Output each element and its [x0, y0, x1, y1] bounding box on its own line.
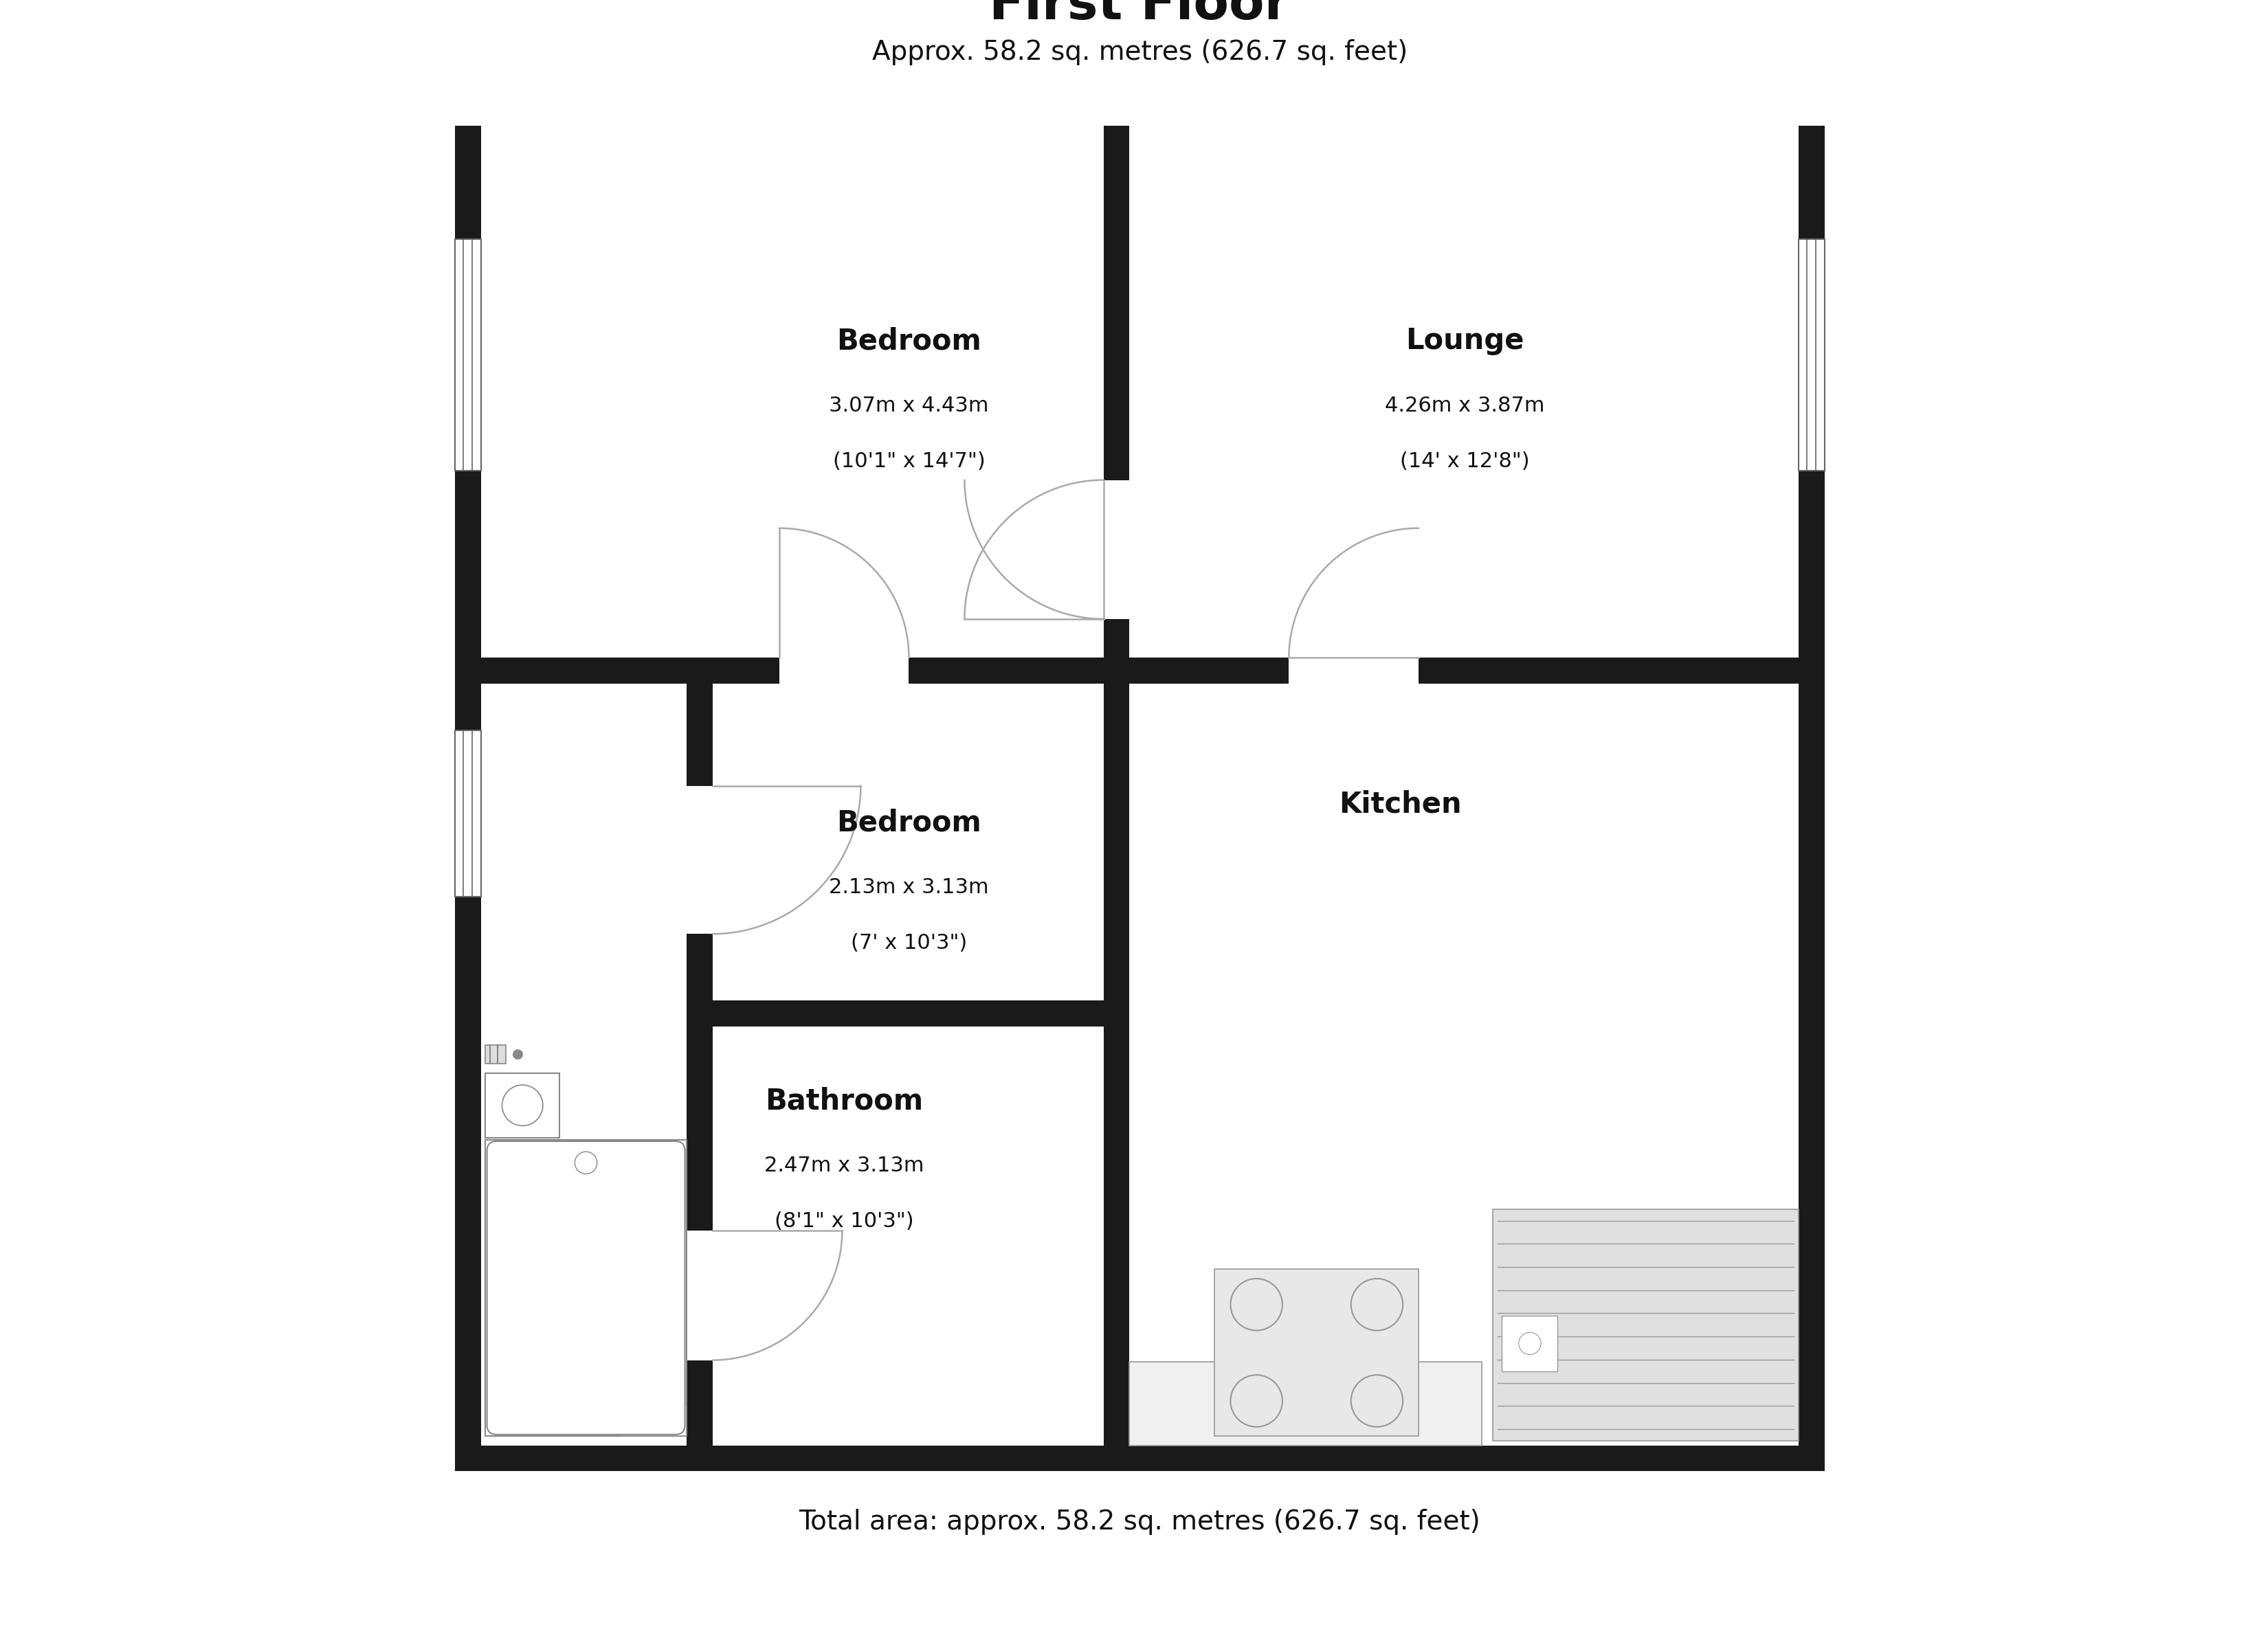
Bar	[1105, 480, 1129, 618]
Text: Bedroom: Bedroom	[837, 327, 982, 356]
Text: Approx. 58.2 sq. metres (626.7 sq. feet): Approx. 58.2 sq. metres (626.7 sq. feet)	[871, 40, 1408, 66]
Bar	[687, 785, 712, 933]
Bar	[456, 239, 481, 470]
Bar	[780, 658, 909, 684]
Text: Lounge: Lounge	[1406, 327, 1524, 356]
Circle shape	[1232, 1278, 1281, 1331]
Bar	[1129, 1362, 1481, 1446]
Bar	[485, 1073, 560, 1138]
Text: Total area: approx. 58.2 sq. metres (626.7 sq. feet): Total area: approx. 58.2 sq. metres (626…	[798, 1509, 1481, 1535]
Bar	[1799, 74, 1823, 1471]
Text: First Floor: First Floor	[989, 0, 1290, 30]
Text: Bathroom: Bathroom	[764, 1087, 923, 1115]
Bar	[1799, 239, 1823, 470]
Bar	[485, 1139, 687, 1436]
Text: Kitchen: Kitchen	[1338, 790, 1461, 818]
Circle shape	[1352, 1375, 1404, 1426]
Bar	[456, 731, 481, 897]
FancyBboxPatch shape	[488, 1141, 685, 1435]
Bar	[456, 239, 481, 470]
Circle shape	[513, 1050, 522, 1059]
Bar	[1216, 1270, 1418, 1436]
Text: (10'1" x 14'7"): (10'1" x 14'7")	[832, 452, 984, 472]
Text: 2.13m x 3.13m: 2.13m x 3.13m	[830, 877, 989, 897]
Circle shape	[1352, 1278, 1404, 1331]
Bar	[1105, 74, 1129, 1471]
Bar	[485, 1045, 506, 1064]
Text: 3.07m x 4.43m: 3.07m x 4.43m	[830, 396, 989, 416]
Bar	[456, 731, 481, 897]
Bar	[1129, 658, 1799, 684]
Circle shape	[574, 1151, 596, 1174]
Text: (7' x 10'3"): (7' x 10'3")	[850, 933, 966, 953]
Text: 2.47m x 3.13m: 2.47m x 3.13m	[764, 1156, 923, 1176]
Bar	[687, 1230, 712, 1360]
Ellipse shape	[626, 1318, 683, 1397]
Bar	[621, 1403, 687, 1436]
Circle shape	[501, 1085, 542, 1126]
Bar	[456, 74, 1823, 101]
Bar	[456, 1446, 1823, 1471]
Bar	[456, 74, 481, 1471]
Bar	[1492, 1209, 1799, 1441]
Bar	[1501, 1316, 1558, 1372]
Text: Bedroom: Bedroom	[837, 808, 982, 838]
Bar	[687, 658, 712, 1471]
Bar	[1288, 658, 1418, 684]
Bar	[1799, 239, 1823, 470]
Circle shape	[1520, 1332, 1540, 1354]
Bar	[481, 658, 1105, 684]
Bar	[712, 1001, 1105, 1027]
Text: (14' x 12'8"): (14' x 12'8")	[1399, 452, 1531, 472]
Text: (8'1" x 10'3"): (8'1" x 10'3")	[773, 1212, 914, 1232]
Circle shape	[1232, 1375, 1281, 1426]
Text: 4.26m x 3.87m: 4.26m x 3.87m	[1386, 396, 1545, 416]
